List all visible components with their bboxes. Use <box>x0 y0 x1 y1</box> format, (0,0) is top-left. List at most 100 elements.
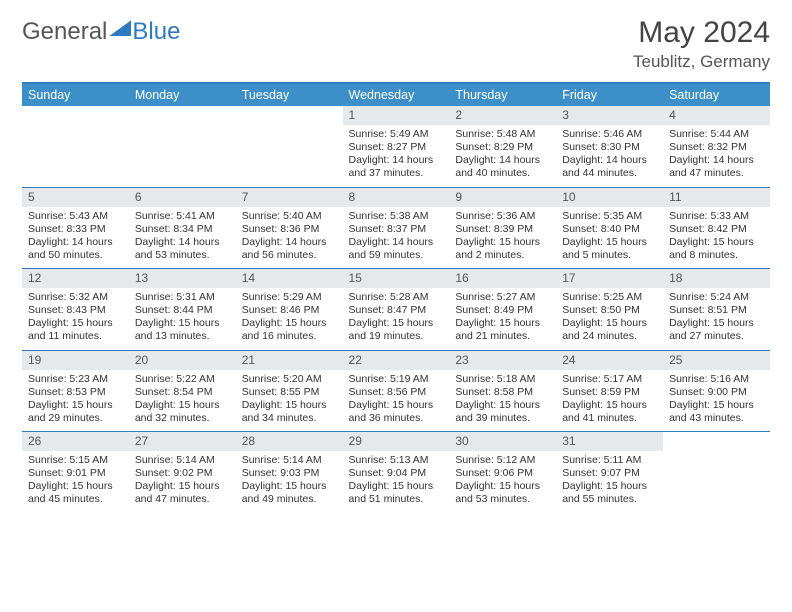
calendar-day-cell: 31Sunrise: 5:11 AMSunset: 9:07 PMDayligh… <box>556 432 663 513</box>
sunset-line: Sunset: 8:51 PM <box>669 304 764 317</box>
calendar-day-cell: 17Sunrise: 5:25 AMSunset: 8:50 PMDayligh… <box>556 269 663 351</box>
calendar-day-cell: 1Sunrise: 5:49 AMSunset: 8:27 PMDaylight… <box>343 106 450 187</box>
sunset-line: Sunset: 8:39 PM <box>455 223 550 236</box>
day-number: 8 <box>343 188 450 207</box>
sunrise-line: Sunrise: 5:36 AM <box>455 210 550 223</box>
weekday-header: Monday <box>129 83 236 106</box>
daylight-line: Daylight: 14 hours and 37 minutes. <box>349 154 444 180</box>
sunrise-line: Sunrise: 5:22 AM <box>135 373 230 386</box>
day-details: Sunrise: 5:46 AMSunset: 8:30 PMDaylight:… <box>556 125 663 187</box>
day-number: 2 <box>449 106 556 125</box>
calendar-day-cell: 6Sunrise: 5:41 AMSunset: 8:34 PMDaylight… <box>129 187 236 269</box>
sunrise-line: Sunrise: 5:18 AM <box>455 373 550 386</box>
sunrise-line: Sunrise: 5:23 AM <box>28 373 123 386</box>
logo-triangle-icon <box>109 20 131 36</box>
logo-text-blue: Blue <box>132 18 180 46</box>
calendar-day-cell <box>129 106 236 187</box>
day-number: 19 <box>22 351 129 370</box>
calendar-day-cell: 14Sunrise: 5:29 AMSunset: 8:46 PMDayligh… <box>236 269 343 351</box>
daylight-line: Daylight: 14 hours and 44 minutes. <box>562 154 657 180</box>
sunrise-line: Sunrise: 5:49 AM <box>349 128 444 141</box>
calendar-day-cell: 23Sunrise: 5:18 AMSunset: 8:58 PMDayligh… <box>449 350 556 432</box>
sunrise-line: Sunrise: 5:24 AM <box>669 291 764 304</box>
sunset-line: Sunset: 8:29 PM <box>455 141 550 154</box>
sunrise-line: Sunrise: 5:19 AM <box>349 373 444 386</box>
calendar-week-row: 5Sunrise: 5:43 AMSunset: 8:33 PMDaylight… <box>22 187 770 269</box>
calendar-week-row: 19Sunrise: 5:23 AMSunset: 8:53 PMDayligh… <box>22 350 770 432</box>
day-details: Sunrise: 5:36 AMSunset: 8:39 PMDaylight:… <box>449 207 556 269</box>
day-details: Sunrise: 5:41 AMSunset: 8:34 PMDaylight:… <box>129 207 236 269</box>
day-number: 5 <box>22 188 129 207</box>
day-details: Sunrise: 5:19 AMSunset: 8:56 PMDaylight:… <box>343 370 450 432</box>
sunrise-line: Sunrise: 5:15 AM <box>28 454 123 467</box>
day-number: 12 <box>22 269 129 288</box>
day-number: 3 <box>556 106 663 125</box>
daylight-line: Daylight: 15 hours and 55 minutes. <box>562 480 657 506</box>
day-number: 17 <box>556 269 663 288</box>
sunrise-line: Sunrise: 5:20 AM <box>242 373 337 386</box>
day-number: 10 <box>556 188 663 207</box>
calendar-day-cell: 16Sunrise: 5:27 AMSunset: 8:49 PMDayligh… <box>449 269 556 351</box>
day-number: 11 <box>663 188 770 207</box>
sunrise-line: Sunrise: 5:17 AM <box>562 373 657 386</box>
daylight-line: Daylight: 15 hours and 8 minutes. <box>669 236 764 262</box>
day-details: Sunrise: 5:31 AMSunset: 8:44 PMDaylight:… <box>129 288 236 350</box>
header: General Blue May 2024 Teublitz, Germany <box>22 18 770 72</box>
sunset-line: Sunset: 9:04 PM <box>349 467 444 480</box>
day-number: 31 <box>556 432 663 451</box>
day-details: Sunrise: 5:29 AMSunset: 8:46 PMDaylight:… <box>236 288 343 350</box>
weekday-header: Wednesday <box>343 83 450 106</box>
day-number: 14 <box>236 269 343 288</box>
sunset-line: Sunset: 8:55 PM <box>242 386 337 399</box>
daylight-line: Daylight: 15 hours and 29 minutes. <box>28 399 123 425</box>
sunrise-line: Sunrise: 5:40 AM <box>242 210 337 223</box>
daylight-line: Daylight: 15 hours and 36 minutes. <box>349 399 444 425</box>
calendar-day-cell: 12Sunrise: 5:32 AMSunset: 8:43 PMDayligh… <box>22 269 129 351</box>
calendar-table: SundayMondayTuesdayWednesdayThursdayFrid… <box>22 82 770 513</box>
daylight-line: Daylight: 15 hours and 16 minutes. <box>242 317 337 343</box>
sunset-line: Sunset: 8:56 PM <box>349 386 444 399</box>
sunset-line: Sunset: 8:33 PM <box>28 223 123 236</box>
location: Teublitz, Germany <box>633 52 770 72</box>
daylight-line: Daylight: 14 hours and 59 minutes. <box>349 236 444 262</box>
calendar-day-cell: 29 Sunrise: 5:13 AMSunset: 9:04 PMDayligh… <box>343 432 450 513</box>
sunset-line: Sunset: 8:46 PM <box>242 304 337 317</box>
day-number: 15 <box>343 269 450 288</box>
sunset-line: Sunset: 9:01 PM <box>28 467 123 480</box>
calendar-day-cell: 7Sunrise: 5:40 AMSunset: 8:36 PMDaylight… <box>236 187 343 269</box>
calendar-day-cell: 19 Sunrise: 5:23 AMSunset: 8:53 PMDayligh… <box>22 350 129 432</box>
day-details: Sunrise: 5:48 AMSunset: 8:29 PMDaylight:… <box>449 125 556 187</box>
day-number: 29 <box>343 432 450 451</box>
sunrise-line: Sunrise: 5:31 AM <box>135 291 230 304</box>
calendar-day-cell <box>22 106 129 187</box>
sunrise-line: Sunrise: 5:33 AM <box>669 210 764 223</box>
sunrise-line: Sunrise: 5:28 AM <box>349 291 444 304</box>
day-number: 9 <box>449 188 556 207</box>
weekday-header: Thursday <box>449 83 556 106</box>
weekday-header-row: SundayMondayTuesdayWednesdayThursdayFrid… <box>22 83 770 106</box>
sunrise-line: Sunrise: 5:13 AM <box>349 454 444 467</box>
sunset-line: Sunset: 8:34 PM <box>135 223 230 236</box>
daylight-line: Daylight: 15 hours and 43 minutes. <box>669 399 764 425</box>
daylight-line: Daylight: 15 hours and 5 minutes. <box>562 236 657 262</box>
sunset-line: Sunset: 8:47 PM <box>349 304 444 317</box>
sunset-line: Sunset: 9:03 PM <box>242 467 337 480</box>
daylight-line: Daylight: 15 hours and 51 minutes. <box>349 480 444 506</box>
day-details: Sunrise: 5:35 AMSunset: 8:40 PMDaylight:… <box>556 207 663 269</box>
daylight-line: Daylight: 14 hours and 53 minutes. <box>135 236 230 262</box>
day-details: Sunrise: 5:49 AMSunset: 8:27 PMDaylight:… <box>343 125 450 187</box>
sunset-line: Sunset: 8:59 PM <box>562 386 657 399</box>
sunset-line: Sunset: 8:36 PM <box>242 223 337 236</box>
sunset-line: Sunset: 8:40 PM <box>562 223 657 236</box>
calendar-day-cell: 2Sunrise: 5:48 AMSunset: 8:29 PMDaylight… <box>449 106 556 187</box>
sunrise-line: Sunrise: 5:25 AM <box>562 291 657 304</box>
sunset-line: Sunset: 9:06 PM <box>455 467 550 480</box>
calendar-page: General Blue May 2024 Teublitz, Germany … <box>0 0 792 531</box>
calendar-day-cell: 30Sunrise: 5:12 AMSunset: 9:06 PMDayligh… <box>449 432 556 513</box>
calendar-day-cell: 24Sunrise: 5:17 AMSunset: 8:59 PMDayligh… <box>556 350 663 432</box>
sunrise-line: Sunrise: 5:32 AM <box>28 291 123 304</box>
daylight-line: Daylight: 15 hours and 13 minutes. <box>135 317 230 343</box>
sunrise-line: Sunrise: 5:44 AM <box>669 128 764 141</box>
sunset-line: Sunset: 8:53 PM <box>28 386 123 399</box>
daylight-line: Daylight: 15 hours and 45 minutes. <box>28 480 123 506</box>
